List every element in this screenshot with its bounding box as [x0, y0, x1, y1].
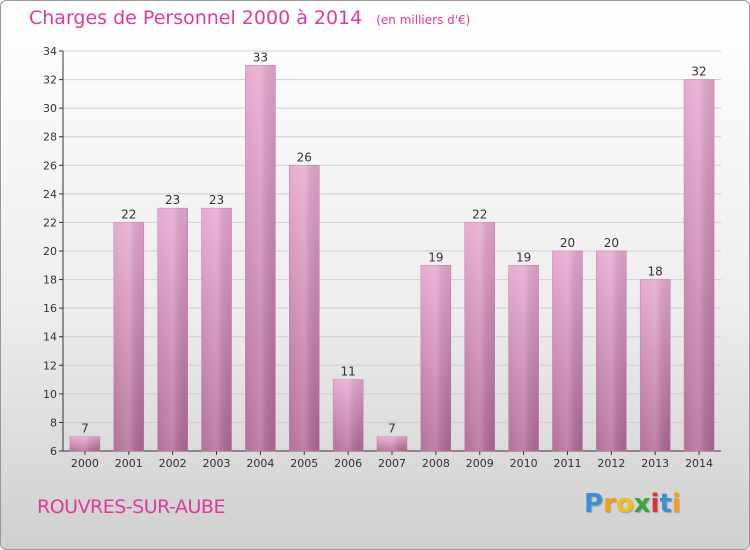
bar-shine	[640, 279, 671, 451]
y-tick-label: 32	[43, 74, 57, 87]
x-tick-label: 2003	[203, 457, 231, 470]
x-tick-label: 2014	[685, 457, 713, 470]
bar-shine	[201, 208, 232, 451]
y-tick-label: 6	[50, 445, 57, 458]
logo-letter: x	[633, 489, 651, 519]
data-label: 19	[516, 250, 531, 264]
bars	[69, 65, 715, 452]
y-tick-label: 20	[43, 245, 57, 258]
data-label: 7	[81, 422, 89, 436]
bar-shine	[377, 436, 407, 451]
x-tick-label: 2006	[334, 457, 362, 470]
x-tick-label: 2008	[422, 457, 450, 470]
data-label: 7	[388, 422, 396, 436]
y-tick-label: 30	[43, 102, 57, 115]
logo-letter: P	[584, 489, 604, 519]
y-tick-label: 8	[50, 416, 57, 429]
bar-shine	[113, 222, 144, 451]
y-tick-label: 26	[43, 159, 57, 172]
location-name: ROUVRES-SUR-AUBE	[37, 496, 225, 518]
data-label: 19	[428, 250, 443, 264]
proxiti-logo[interactable]: Proxiti	[584, 489, 681, 519]
data-label: 33	[253, 50, 268, 64]
chart-title-row: Charges de Personnel 2000 à 2014 (en mill…	[29, 7, 470, 29]
bar-shine	[508, 265, 539, 451]
x-tick-label: 2012	[597, 457, 625, 470]
y-tick-label: 34	[43, 45, 57, 58]
logo-letter: i	[671, 489, 681, 519]
data-labels: 7 22 23 23 33 26 11 7 19 22 19 20 20 18 32	[81, 50, 707, 435]
x-tick-label: 2013	[641, 457, 669, 470]
data-label: 20	[604, 236, 619, 250]
x-tick-label: 2002	[159, 457, 187, 470]
data-label: 22	[121, 207, 136, 221]
bar-shine	[596, 251, 627, 451]
x-tick-label: 2004	[246, 457, 274, 470]
logo-letter: r	[603, 489, 616, 519]
bar-shine	[289, 165, 320, 452]
bar-shine	[333, 379, 364, 451]
bar-shine	[684, 79, 715, 452]
data-label: 26	[297, 150, 312, 164]
x-tick-label: 2005	[290, 457, 318, 470]
data-label: 23	[209, 193, 224, 207]
x-tick-label: 2001	[115, 457, 143, 470]
logo-letter: i	[650, 489, 660, 519]
chart-subtitle: (en milliers d'€)	[376, 13, 471, 27]
axes: 6 8 10 12 14 16 18 20 22 24 26 28 30 32 34 2000 2001 2002…	[43, 45, 721, 470]
bar-shine	[69, 436, 100, 451]
data-label: 32	[691, 65, 706, 79]
bar-shine	[420, 265, 451, 451]
y-tick-label: 28	[43, 131, 57, 144]
bar-shine	[245, 65, 276, 452]
y-tick-label: 16	[43, 302, 57, 315]
x-tick-label: 2011	[553, 457, 581, 470]
bar-shine	[157, 208, 188, 451]
data-label: 18	[648, 265, 663, 279]
y-tick-label: 10	[43, 388, 57, 401]
data-label: 20	[560, 236, 575, 250]
data-label: 23	[165, 193, 180, 207]
logo-letter: o	[615, 489, 634, 519]
x-tick-label: 2010	[510, 457, 538, 470]
logo-letter: t	[659, 489, 672, 519]
x-tick-label: 2009	[466, 457, 494, 470]
bar-shine	[552, 251, 583, 451]
chart-title: Charges de Personnel 2000 à 2014	[29, 7, 363, 29]
x-tick-label: 2007	[378, 457, 406, 470]
y-tick-label: 18	[43, 274, 57, 287]
x-tick-label: 2000	[71, 457, 99, 470]
y-tick-label: 12	[43, 359, 57, 372]
bar-shine	[464, 222, 495, 451]
y-tick-label: 14	[43, 331, 57, 344]
y-tick-label: 24	[43, 188, 57, 201]
data-label: 22	[472, 207, 487, 221]
y-tick-label: 22	[43, 216, 57, 229]
data-label: 11	[340, 365, 355, 379]
